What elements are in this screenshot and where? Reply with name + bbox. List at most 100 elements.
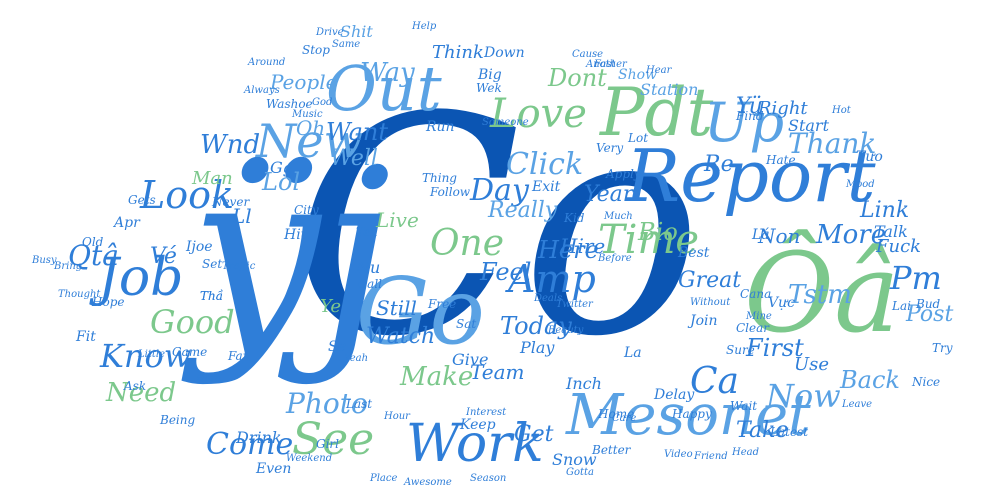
word: Really [488, 198, 558, 223]
word: Year [584, 182, 634, 207]
word: Know [100, 337, 192, 375]
word: Hard [196, 373, 222, 384]
word: Ôâ [744, 229, 900, 357]
word: Friend [694, 451, 728, 462]
word: Lá [752, 227, 770, 243]
word: Twitter [556, 299, 593, 310]
word: Care [612, 413, 637, 424]
word: Way [360, 58, 415, 88]
word: Mood [846, 179, 875, 190]
word: Good [150, 303, 235, 341]
word: Time [598, 217, 700, 263]
word: Lai [892, 299, 911, 313]
word: Need [106, 378, 177, 408]
word: New [256, 114, 363, 168]
word: Gg [270, 158, 294, 177]
word: Thing [422, 171, 457, 185]
word: Sure [726, 343, 755, 357]
word: Apr [114, 215, 140, 231]
word: Bring [54, 261, 83, 272]
word: Tưo [856, 149, 883, 165]
word: Being [160, 413, 196, 427]
word: Team [470, 360, 525, 384]
word: Work [406, 414, 544, 474]
word: Follow [430, 185, 471, 199]
word: Awesome [404, 477, 452, 488]
word: Use [794, 354, 830, 375]
word: Nu [356, 258, 381, 277]
word: Wek [476, 81, 502, 95]
word: Apply [606, 167, 641, 181]
word: Lot [628, 131, 649, 145]
word: Interest [466, 407, 507, 418]
word: Game [172, 345, 208, 359]
word: Oh [296, 116, 326, 140]
word: Gets [128, 193, 156, 207]
word: Thầ [200, 289, 224, 303]
word: Fast [594, 59, 616, 70]
word: Washoe [266, 97, 313, 111]
word: Down [484, 45, 525, 61]
word: La [624, 345, 642, 361]
word: Give [452, 350, 489, 369]
word: Tell [356, 225, 378, 239]
word: Big [478, 67, 502, 83]
word: Video [664, 449, 693, 460]
word: Hit [284, 227, 307, 243]
word: Great [678, 268, 742, 293]
word: Free [428, 297, 457, 311]
word: Weekend [286, 453, 333, 464]
word: Join [690, 313, 718, 329]
word: Same [332, 39, 361, 50]
word: Feel [480, 258, 532, 286]
word: Hope [92, 295, 125, 309]
word: Drive [316, 27, 344, 38]
word: Non [758, 224, 801, 248]
word: First [746, 334, 804, 362]
word: Help [412, 21, 437, 32]
word: Try [932, 341, 953, 355]
word: Photo [286, 387, 368, 420]
word: Inch [566, 374, 602, 393]
word: Start [788, 116, 830, 135]
word: Watch [366, 324, 436, 349]
word: Mine [746, 311, 772, 322]
word: Home [598, 407, 635, 421]
word: Head [732, 447, 760, 458]
word: Thầ [200, 289, 224, 303]
word: Today [500, 312, 572, 340]
word: Gotta [566, 467, 595, 478]
word: Ijoe [186, 239, 213, 255]
word: Hate [766, 153, 796, 167]
word: Station [640, 80, 699, 99]
word: Before [598, 253, 632, 264]
word: Never [212, 195, 250, 209]
word: Day [470, 173, 529, 208]
word: Clear [736, 321, 770, 335]
word: Live [376, 208, 419, 232]
word: Vực [768, 295, 795, 311]
word: Ll [232, 204, 252, 228]
word: Yeah [344, 353, 369, 364]
word: Shit [340, 22, 373, 41]
word: Still [376, 296, 417, 320]
word: Drink [236, 428, 282, 447]
word: Dont [548, 64, 607, 92]
word: Go [356, 258, 485, 365]
word: Qtâ [68, 239, 119, 272]
word: Pm [890, 259, 942, 297]
word: Report [626, 134, 876, 218]
word: Right [758, 98, 808, 119]
word: Play [520, 338, 555, 357]
word: Kid [564, 211, 585, 225]
word: Ask [124, 379, 147, 393]
word: Show [618, 67, 658, 83]
word: Bio [638, 218, 678, 246]
word: Come [206, 427, 294, 462]
word: Take [736, 418, 789, 443]
word: Well [330, 146, 378, 171]
word: Busy [32, 255, 57, 266]
word: Last [346, 397, 373, 411]
word: Season [470, 473, 507, 484]
